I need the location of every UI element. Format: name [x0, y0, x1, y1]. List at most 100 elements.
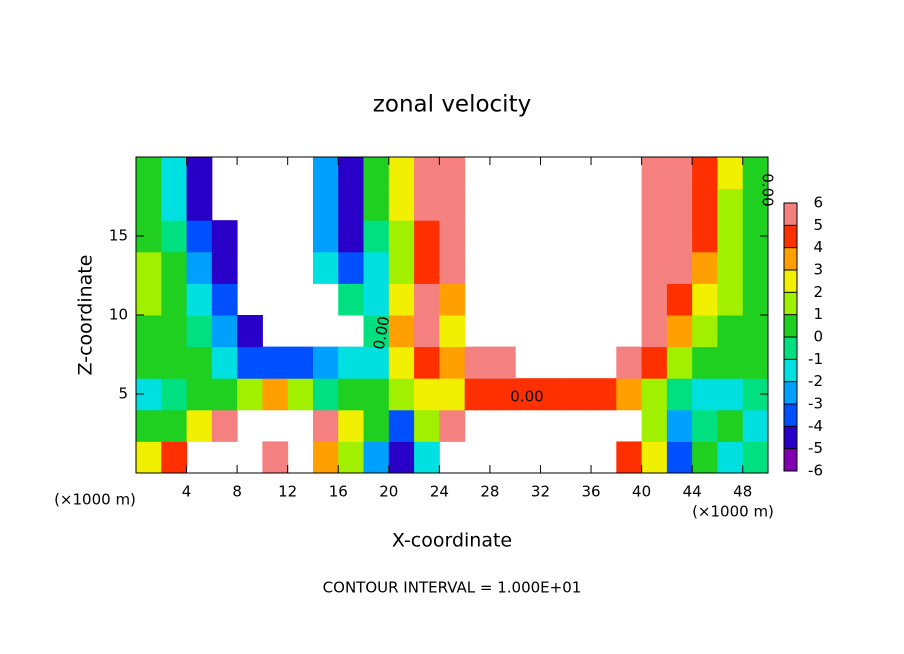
y-tick-label: 10: [109, 306, 128, 324]
cell: [338, 441, 365, 474]
cell: [414, 283, 440, 316]
cell: [489, 378, 516, 411]
x-axis-label: X-coordinate: [392, 530, 512, 552]
cell: [388, 188, 415, 221]
cell: [338, 251, 365, 284]
cell: [692, 409, 718, 442]
colorbar-label: 4: [813, 238, 823, 256]
cell: [666, 188, 693, 221]
cell: [312, 441, 339, 474]
cell: [312, 378, 339, 411]
cell: [591, 378, 617, 411]
cell: [363, 251, 390, 284]
x-tick-label: 16: [329, 483, 348, 501]
cell: [211, 251, 238, 284]
cell: [287, 378, 314, 411]
cell: [312, 251, 339, 284]
cell: [414, 346, 440, 379]
cell: [540, 378, 567, 411]
cell: [161, 441, 188, 474]
cell: [717, 157, 744, 190]
cell: [717, 441, 744, 474]
cell: [439, 315, 466, 348]
cell: [136, 188, 162, 221]
cell: [666, 346, 693, 379]
cell: [641, 441, 668, 474]
x-tick-label: 8: [232, 483, 242, 501]
cell: [641, 157, 668, 190]
colorbar-label: -3: [808, 395, 823, 413]
y-unit: (×1000 m): [54, 491, 136, 509]
x-tick-label: 32: [531, 483, 550, 501]
cell: [363, 409, 390, 442]
cell: [439, 409, 466, 442]
colorbar-label: -1: [808, 350, 823, 368]
cell: [464, 346, 491, 379]
cell: [186, 409, 213, 442]
cell: [388, 157, 415, 190]
cell: [717, 346, 744, 379]
cell: [338, 378, 365, 411]
cell: [237, 378, 263, 411]
cell: [439, 157, 466, 190]
cell: [641, 283, 668, 316]
cell: [363, 346, 390, 379]
cell: [717, 315, 744, 348]
cell: [312, 188, 339, 221]
cell: [692, 315, 718, 348]
cell: [388, 441, 415, 474]
cell: [338, 409, 365, 442]
cell: [666, 378, 693, 411]
cell: [363, 378, 390, 411]
cell: [262, 441, 289, 474]
cell: [692, 378, 718, 411]
cell: [312, 346, 339, 379]
cell: [742, 188, 769, 221]
colorbar-label: -4: [808, 417, 823, 435]
cell: [616, 346, 643, 379]
cell: [363, 220, 390, 253]
x-tick-label: 20: [379, 483, 398, 501]
cell: [742, 283, 769, 316]
cell: [414, 220, 440, 253]
cell: [717, 188, 744, 221]
colorbar-label: 0: [813, 328, 823, 346]
cell: [363, 188, 390, 221]
colorbar-swatch: [784, 448, 797, 471]
cell: [666, 251, 693, 284]
colorbar-swatch: [784, 270, 797, 293]
contour-label: 0.00: [759, 173, 777, 206]
cell: [338, 283, 365, 316]
colorbar-label: 5: [813, 216, 823, 234]
cell: [161, 188, 188, 221]
cell: [717, 409, 744, 442]
cell: [161, 220, 188, 253]
cell: [439, 251, 466, 284]
cell: [186, 283, 213, 316]
cell: [338, 188, 365, 221]
cell: [388, 315, 415, 348]
cell: [211, 409, 238, 442]
cell: [414, 188, 440, 221]
cell: [363, 315, 390, 348]
cell: [136, 251, 162, 284]
cell: [666, 157, 693, 190]
cell: [161, 378, 188, 411]
cell: [692, 188, 718, 221]
cell: [692, 346, 718, 379]
cell: [692, 441, 718, 474]
cell: [641, 315, 668, 348]
colorbar-label: -2: [808, 372, 823, 390]
cell: [161, 315, 188, 348]
colorbar-swatch: [784, 426, 797, 449]
colorbar-label: 2: [813, 283, 823, 301]
cell: [136, 157, 162, 190]
cell: [161, 251, 188, 284]
cell: [136, 441, 162, 474]
cell: [237, 346, 263, 379]
cell: [211, 283, 238, 316]
cell: [186, 251, 213, 284]
x-tick-label: 24: [430, 483, 449, 501]
cell: [338, 157, 365, 190]
cell: [616, 441, 643, 474]
